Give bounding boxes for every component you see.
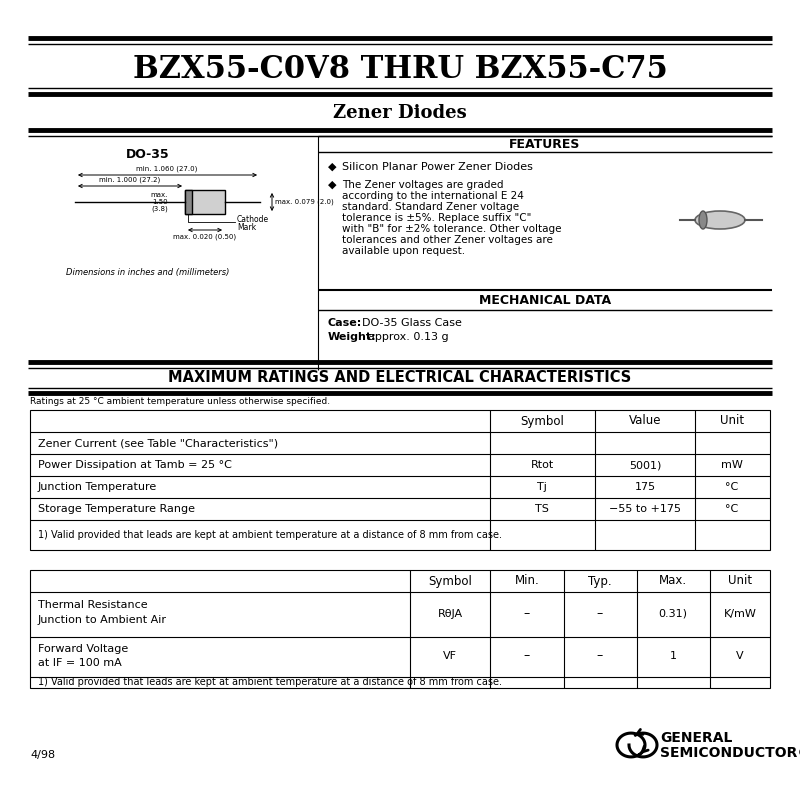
Text: Value: Value	[629, 414, 662, 427]
Text: Zener Diodes: Zener Diodes	[333, 104, 467, 122]
Text: BZX55-C0V8 THRU BZX55-C75: BZX55-C0V8 THRU BZX55-C75	[133, 54, 667, 85]
Text: Ratings at 25 °C ambient temperature unless otherwise specified.: Ratings at 25 °C ambient temperature unl…	[30, 397, 330, 406]
Text: Power Dissipation at Tamb = 25 °C: Power Dissipation at Tamb = 25 °C	[38, 460, 232, 470]
Text: Thermal Resistance: Thermal Resistance	[38, 600, 148, 610]
Text: standard. Standard Zener voltage: standard. Standard Zener voltage	[342, 202, 519, 212]
Text: Dimensions in inches and (millimeters): Dimensions in inches and (millimeters)	[66, 268, 230, 277]
Bar	[30, 410, 770, 550]
Text: 5001): 5001)	[629, 460, 661, 470]
Text: Unit: Unit	[728, 574, 752, 587]
Text: max. 0.079 (2.0): max. 0.079 (2.0)	[275, 198, 334, 206]
Ellipse shape	[699, 211, 707, 229]
Text: GENERAL: GENERAL	[660, 731, 732, 745]
Text: with "B" for ±2% tolerance. Other voltage: with "B" for ±2% tolerance. Other voltag…	[342, 224, 562, 234]
Ellipse shape	[695, 211, 745, 229]
Text: −55 to +175: −55 to +175	[609, 504, 681, 514]
Text: approx. 0.13 g: approx. 0.13 g	[368, 332, 449, 342]
Text: 4/98: 4/98	[30, 750, 55, 760]
Text: mW: mW	[721, 460, 743, 470]
Text: TS: TS	[535, 504, 549, 514]
Text: Rtot: Rtot	[530, 460, 554, 470]
Text: Typ.: Typ.	[588, 574, 612, 587]
Text: Weight:: Weight:	[328, 332, 377, 342]
Text: 175: 175	[634, 482, 655, 492]
Text: °C: °C	[726, 482, 738, 492]
Text: Zener Current (see Table "Characteristics"): Zener Current (see Table "Characteristic…	[38, 438, 278, 448]
Text: Symbol: Symbol	[428, 574, 472, 587]
Text: MECHANICAL DATA: MECHANICAL DATA	[479, 294, 611, 306]
Text: according to the international E 24: according to the international E 24	[342, 191, 524, 201]
Text: Junction to Ambient Air: Junction to Ambient Air	[38, 615, 167, 625]
Text: min. 1.060 (27.0): min. 1.060 (27.0)	[136, 166, 198, 172]
Text: K/mW: K/mW	[723, 609, 757, 619]
Text: Cathode: Cathode	[237, 215, 269, 225]
Text: Tj: Tj	[537, 482, 547, 492]
Bar	[185, 190, 225, 214]
Text: FEATURES: FEATURES	[510, 138, 581, 151]
Text: –: –	[597, 650, 603, 662]
Bar	[30, 570, 770, 688]
Text: 0.31): 0.31)	[658, 609, 687, 619]
Text: Case:: Case:	[328, 318, 362, 328]
Text: DO-35 Glass Case: DO-35 Glass Case	[362, 318, 462, 328]
Text: ◆: ◆	[328, 162, 337, 172]
Text: Forward Voltage: Forward Voltage	[38, 644, 128, 654]
Text: available upon request.: available upon request.	[342, 246, 465, 256]
Text: tolerance is ±5%. Replace suffix "C": tolerance is ±5%. Replace suffix "C"	[342, 213, 531, 223]
Text: RθJA: RθJA	[438, 609, 462, 619]
Text: –: –	[524, 607, 530, 621]
Text: 1: 1	[670, 651, 677, 661]
Text: Max.: Max.	[659, 574, 687, 587]
Text: –: –	[524, 650, 530, 662]
Text: ◆: ◆	[328, 180, 337, 190]
Text: max. 0.020 (0.50): max. 0.020 (0.50)	[174, 233, 237, 239]
Text: at IF = 100 mA: at IF = 100 mA	[38, 658, 122, 668]
Text: Mark: Mark	[237, 223, 256, 233]
Text: °C: °C	[726, 504, 738, 514]
Text: V: V	[736, 651, 744, 661]
Text: Unit: Unit	[720, 414, 744, 427]
Text: The Zener voltages are graded: The Zener voltages are graded	[342, 180, 503, 190]
Text: 1) Valid provided that leads are kept at ambient temperature at a distance of 8 : 1) Valid provided that leads are kept at…	[38, 530, 502, 540]
Text: Symbol: Symbol	[520, 414, 564, 427]
Text: DO-35: DO-35	[126, 148, 170, 161]
Text: Junction Temperature: Junction Temperature	[38, 482, 158, 492]
Text: tolerances and other Zener voltages are: tolerances and other Zener voltages are	[342, 235, 553, 245]
Text: Silicon Planar Power Zener Diodes: Silicon Planar Power Zener Diodes	[342, 162, 533, 172]
Text: 1) Valid provided that leads are kept at ambient temperature at a distance of 8 : 1) Valid provided that leads are kept at…	[38, 677, 502, 687]
Text: MAXIMUM RATINGS AND ELECTRICAL CHARACTERISTICS: MAXIMUM RATINGS AND ELECTRICAL CHARACTER…	[168, 370, 632, 386]
Text: Min.: Min.	[514, 574, 539, 587]
Text: max.
1.50
(3.8): max. 1.50 (3.8)	[150, 192, 168, 212]
Text: VF: VF	[443, 651, 457, 661]
Text: –: –	[597, 607, 603, 621]
Text: min. 1.000 (27.2): min. 1.000 (27.2)	[99, 177, 161, 183]
Bar	[185, 190, 192, 214]
Text: SEMICONDUCTOR®: SEMICONDUCTOR®	[660, 746, 800, 760]
Text: Storage Temperature Range: Storage Temperature Range	[38, 504, 195, 514]
